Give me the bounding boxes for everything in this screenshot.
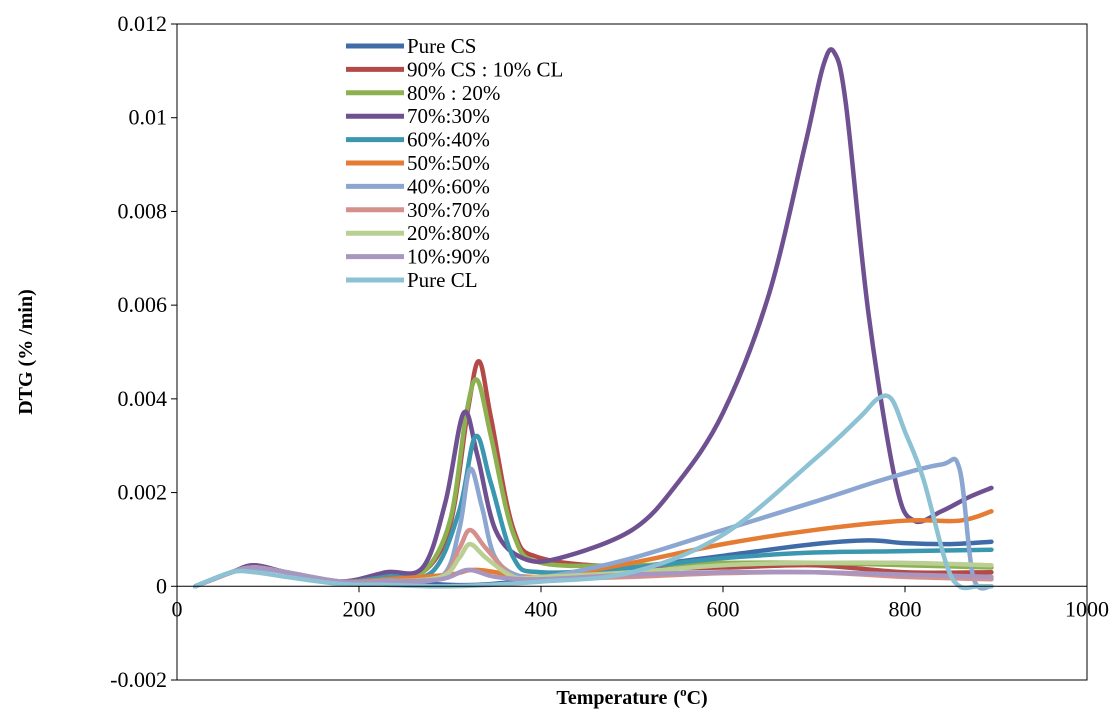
legend-label-pure-cl: Pure CL: [407, 268, 478, 292]
legend-label-30-70: 30%:70%: [407, 198, 490, 222]
legend-label-pure-cs: Pure CS: [407, 34, 476, 58]
y-axis-title: DTG (% /min): [15, 289, 37, 415]
legend-label-60-40: 60%:40%: [407, 128, 490, 152]
series-line-70-30: [192, 47, 994, 589]
x-tick-label: 0: [172, 596, 183, 621]
y-tick-label: 0.002: [118, 480, 168, 505]
y-tick-label: 0.006: [118, 292, 168, 317]
x-axis-title-text: Temperature: [556, 687, 667, 709]
axis-layer: -0.002 0 0.002 0.004 0.006 0.008 0.01 0.012 0 200…: [110, 11, 1109, 692]
y-tick-label: 0.01: [129, 105, 168, 130]
legend-label-80-20: 80% : 20%: [407, 81, 500, 105]
legend-label-40-60: 40%:60%: [407, 174, 490, 198]
x-axis-title: Temperature (oC): [556, 684, 707, 709]
legend-label-90-cs-10-cl: 90% CS : 10% CL: [407, 57, 563, 81]
y-tick-label: -0.002: [110, 667, 167, 692]
legend-label-50-50: 50%:50%: [407, 151, 490, 175]
y-tick-label: 0.012: [118, 11, 168, 36]
series-line-10-90: [192, 565, 994, 589]
series-line-pure-cl: [192, 393, 994, 591]
series-layer: [192, 47, 994, 591]
x-tick-label: 200: [343, 596, 376, 621]
x-tick-label: 1000: [1065, 596, 1109, 621]
x-axis-unit-open: (: [673, 687, 680, 709]
y-tick-label: 0: [156, 573, 167, 598]
y-tick-label: 0.004: [118, 386, 168, 411]
legend-label-20-80: 20%:80%: [407, 221, 490, 245]
x-tick-label: 800: [889, 596, 922, 621]
legend-label-70-30: 70%:30%: [407, 104, 490, 128]
x-tick-label: 400: [525, 596, 558, 621]
x-axis-unit-sup: o: [680, 684, 687, 699]
y-tick-label: 0.008: [118, 198, 168, 223]
legend-label-10-90: 10%:90%: [407, 245, 490, 269]
x-tick-label: 600: [707, 596, 740, 621]
x-axis-unit-rest: C): [687, 687, 708, 709]
